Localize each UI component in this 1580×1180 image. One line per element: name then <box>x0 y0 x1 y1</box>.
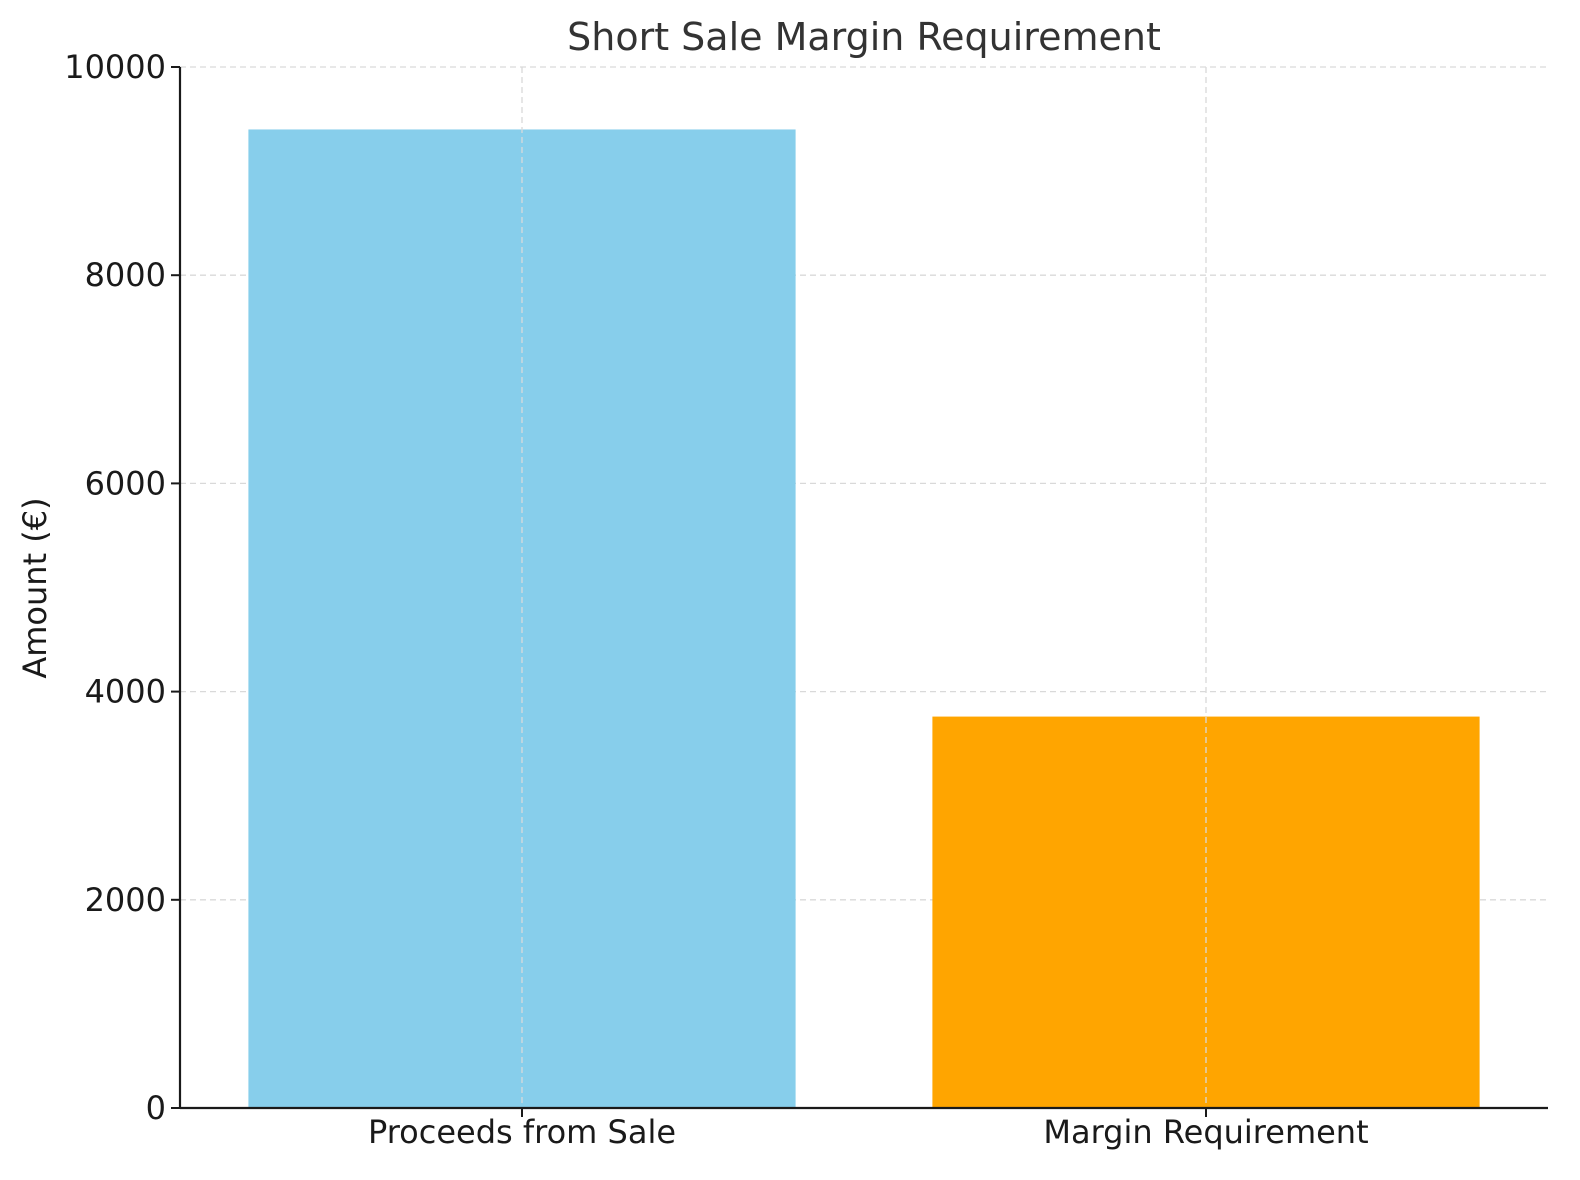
y-tick-label: 10000 <box>64 48 166 86</box>
y-tick-label: 2000 <box>85 881 166 919</box>
axes <box>178 67 1548 1110</box>
y-tick-label: 0 <box>146 1089 166 1127</box>
y-tick-label: 4000 <box>85 673 166 711</box>
y-ticks: 0 2000 4000 6000 8000 10000 <box>64 48 180 1127</box>
chart-title: Short Sale Margin Requirement <box>567 15 1161 59</box>
x-ticks: Proceeds from Sale Margin Requirement <box>368 1108 1369 1151</box>
bars <box>248 129 1480 1108</box>
y-tick-label: 6000 <box>85 464 166 502</box>
y-tick-label: 8000 <box>85 256 166 294</box>
y-axis-label: Amount (€) <box>16 497 54 678</box>
x-tick-label: Margin Requirement <box>1043 1113 1368 1151</box>
x-tick-label: Proceeds from Sale <box>368 1113 676 1151</box>
